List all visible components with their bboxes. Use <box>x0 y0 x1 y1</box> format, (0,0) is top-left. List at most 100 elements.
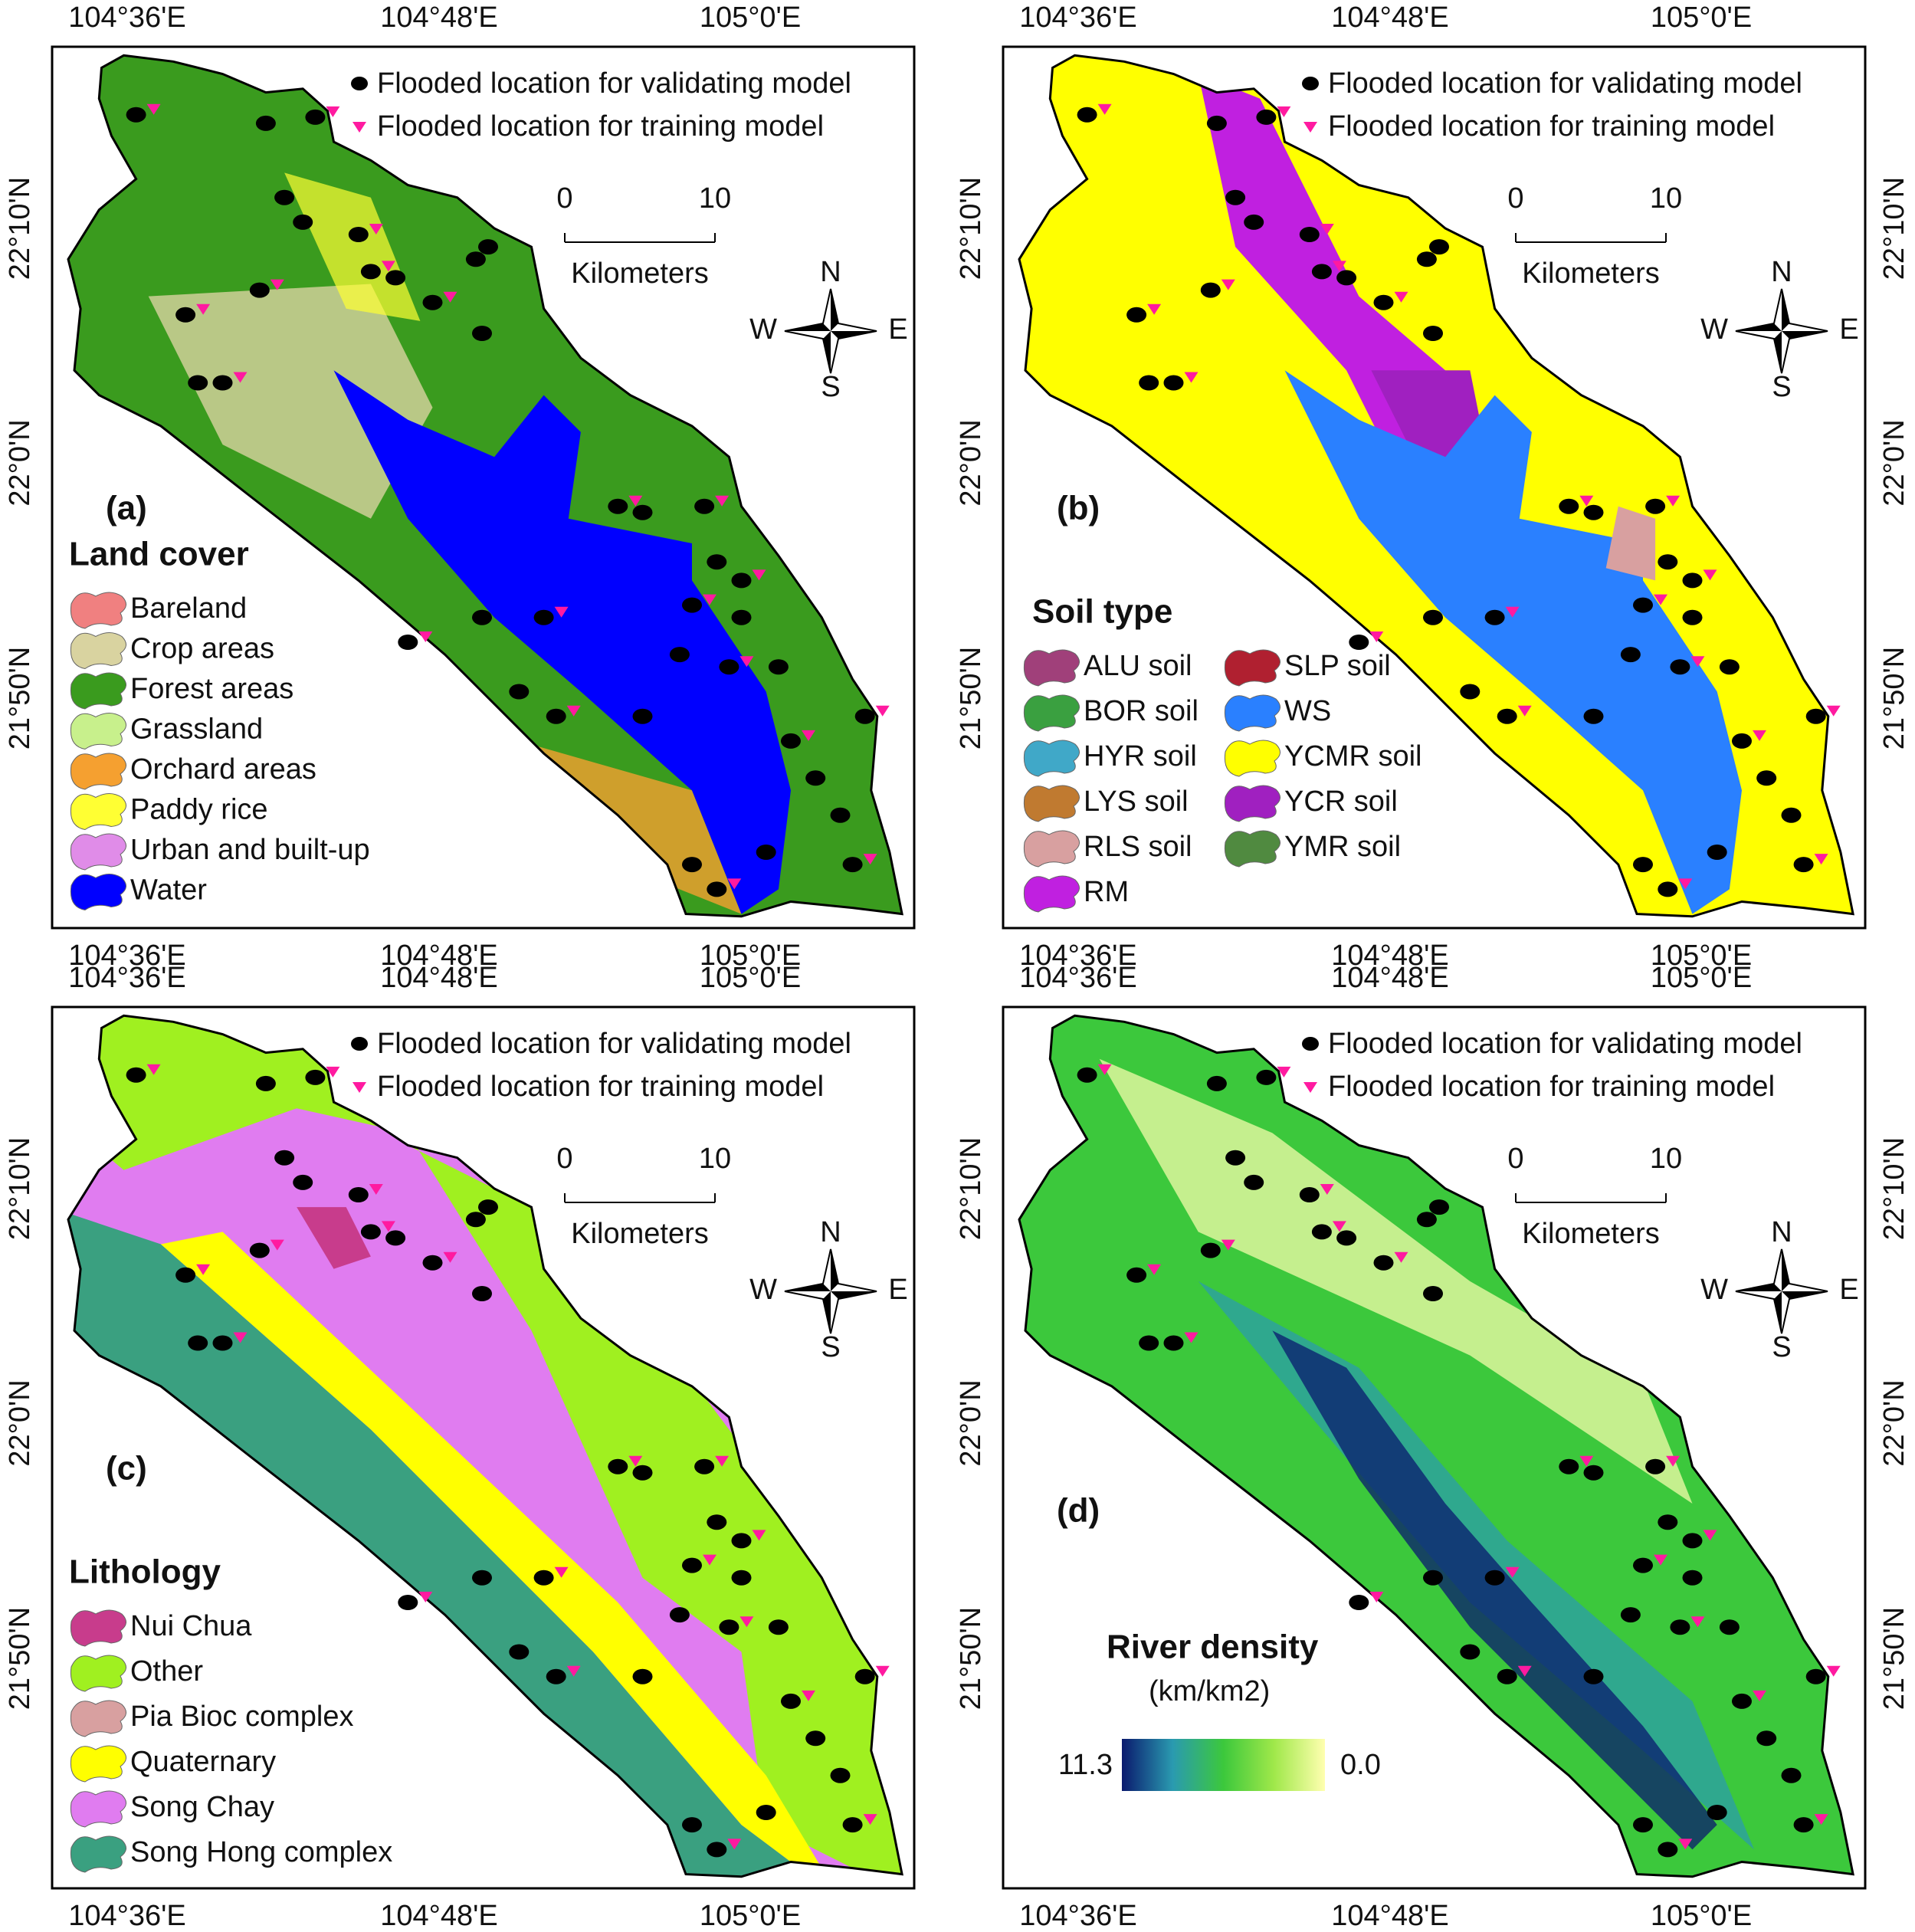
compass-n: N <box>820 256 841 288</box>
legend-patch <box>70 713 126 750</box>
scale-start: 0 <box>1507 1143 1523 1175</box>
colorbar <box>1122 1739 1325 1791</box>
legend-validation-label: Flooded location for validating model <box>377 67 851 100</box>
lon-label-bottom: 105°0'E <box>700 940 801 972</box>
legend-validation-symbol <box>351 1037 368 1051</box>
compass-fill <box>1736 289 1828 373</box>
lon-label-bottom: 104°36'E <box>68 1900 185 1932</box>
compass-w: W <box>1700 1274 1728 1306</box>
validation-point <box>842 857 863 873</box>
validation-point <box>1559 498 1579 514</box>
validation-point <box>422 1255 443 1271</box>
training-point <box>270 1239 284 1251</box>
validation-point <box>1256 1069 1277 1085</box>
validation-point <box>608 498 628 514</box>
lon-label-top: 104°36'E <box>1019 2 1136 34</box>
validation-point <box>1732 1693 1752 1709</box>
validation-point <box>546 708 566 724</box>
validation-point <box>854 1668 875 1684</box>
training-point <box>1097 103 1112 115</box>
legend-validation-label: Flooded location for validating model <box>377 1028 851 1060</box>
validation-point <box>1781 807 1802 823</box>
legend-label: LYS soil <box>1084 786 1189 818</box>
validation-point <box>1633 597 1653 613</box>
water <box>333 370 791 914</box>
legend-training-symbol <box>1303 122 1317 133</box>
validation-point <box>707 881 727 897</box>
compass-fill <box>785 1249 877 1333</box>
legend-label: Other <box>130 1655 203 1688</box>
validation-point <box>805 770 826 786</box>
validation-point <box>126 1067 146 1083</box>
training-point <box>752 1530 766 1541</box>
validation-point <box>398 635 418 650</box>
quaternary-zone <box>160 1232 841 1877</box>
training-point <box>628 1455 643 1467</box>
training-point <box>443 1251 457 1263</box>
training-point <box>369 224 383 235</box>
validation-point <box>1583 708 1604 724</box>
legend-label: YCR soil <box>1284 786 1398 818</box>
training-point <box>554 606 569 618</box>
lat-label: 22°0'N <box>4 419 36 506</box>
validation-point <box>731 609 752 625</box>
legend-training-label: Flooded location for training model <box>1328 1071 1775 1103</box>
lon-label-bottom: 104°48'E <box>1331 1900 1448 1932</box>
validation-point <box>398 1595 418 1610</box>
lon-label-top: 105°0'E <box>1651 962 1752 994</box>
scale-end: 10 <box>699 182 731 215</box>
training-point <box>1332 1221 1346 1232</box>
scale-start: 0 <box>556 182 572 215</box>
validation-point <box>546 1668 566 1684</box>
validation-point <box>1206 1075 1227 1091</box>
validation-point <box>1373 294 1394 310</box>
training-point <box>727 1839 742 1850</box>
validation-point <box>731 1570 752 1586</box>
watershed-outline <box>1018 1014 1854 1878</box>
legend-label: WS <box>1284 695 1331 727</box>
lat-label: 22°10'N <box>955 177 987 280</box>
legend-patch <box>70 672 126 710</box>
validation-point <box>305 109 326 125</box>
validation-point <box>1225 1150 1246 1166</box>
validation-point <box>1256 109 1277 125</box>
scale-start: 0 <box>1507 182 1523 215</box>
validation-point <box>509 684 530 700</box>
legend-label: Quaternary <box>130 1746 276 1778</box>
legend-validation-label: Flooded location for validating model <box>1328 67 1802 100</box>
legend-patch <box>1224 785 1280 822</box>
training-point <box>1320 224 1334 235</box>
training-point <box>802 1690 815 1701</box>
lon-label-top: 104°36'E <box>68 962 185 994</box>
training-point <box>443 291 457 303</box>
validation-point <box>1682 1570 1703 1586</box>
panel-label: (a) <box>106 490 147 527</box>
training-point <box>628 495 643 507</box>
compass-e: E <box>1839 313 1858 346</box>
validation-point <box>707 1514 727 1530</box>
validation-point <box>1658 1842 1678 1858</box>
validation-point <box>1682 572 1703 589</box>
panel-frame <box>51 45 916 930</box>
lon-label-top: 105°0'E <box>700 2 801 34</box>
compass-w: W <box>749 1274 777 1306</box>
validation-point <box>1416 1212 1437 1228</box>
legend-label: Orchard areas <box>130 753 316 786</box>
legend-validation-symbol <box>351 77 368 90</box>
legend-patch <box>70 874 126 911</box>
lon-label-top: 104°48'E <box>1331 2 1448 34</box>
validation-point <box>385 270 406 286</box>
validation-point <box>1732 733 1752 749</box>
validation-point <box>360 1224 381 1240</box>
validation-point <box>1126 307 1147 323</box>
training-point <box>1678 878 1693 890</box>
training-point <box>1703 569 1717 581</box>
lon-label-top: 104°48'E <box>380 962 497 994</box>
validation-point <box>768 1619 789 1635</box>
legend-label: HYR soil <box>1084 740 1197 772</box>
watershed-outline <box>67 54 903 918</box>
validation-point <box>472 609 492 625</box>
validation-point <box>348 1187 369 1202</box>
legend-patch <box>70 1790 126 1828</box>
lat-label-right: 22°10'N <box>1878 177 1910 280</box>
